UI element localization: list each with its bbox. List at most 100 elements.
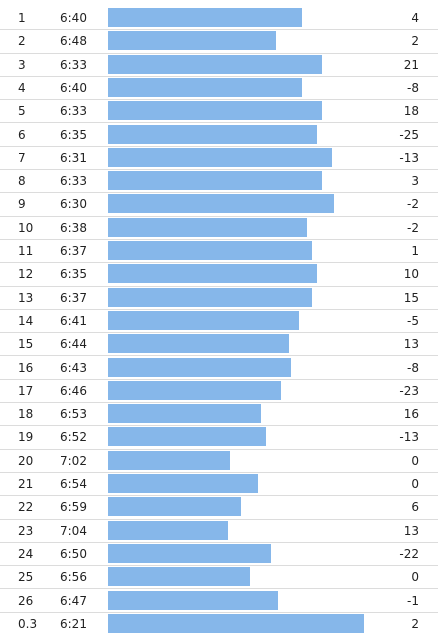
elevation-change: -13: [399, 430, 419, 445]
split-row: 11 6:37 1: [0, 240, 438, 264]
split-pace: 6:40: [60, 80, 87, 95]
split-row: 18 6:53 16: [0, 403, 438, 427]
split-number: 10: [18, 220, 34, 235]
split-number: 25: [18, 570, 34, 585]
split-number: 12: [18, 267, 34, 282]
split-pace: 6:54: [60, 477, 87, 491]
split-pace: 6:33: [60, 57, 87, 72]
split-number: 9: [18, 197, 26, 212]
elevation-change: 0: [411, 477, 419, 491]
split-pace: 6:33: [60, 174, 87, 189]
split-row: 25 6:56 0: [0, 566, 438, 590]
split-row: 15 6:44 13: [0, 333, 438, 357]
elevation-change: 2: [411, 34, 419, 49]
split-number: 4: [18, 80, 26, 95]
split-row: 7 6:31 -13: [0, 147, 438, 171]
split-row: 9 6:30 -2: [0, 193, 438, 217]
elevation-change: 6: [411, 500, 419, 515]
split-pace: 6:43: [60, 360, 87, 375]
split-row: 22 6:59 6: [0, 496, 438, 520]
pace-bar: [108, 474, 258, 493]
pace-bar: [108, 520, 228, 540]
split-row: 12 6:35 10: [0, 263, 438, 287]
elevation-change: 16: [403, 407, 419, 422]
split-row: 17 6:46 -23: [0, 380, 438, 404]
pace-bar: [108, 124, 317, 144]
split-pace: 6:35: [60, 267, 87, 282]
elevation-change: 2: [411, 616, 419, 631]
pace-bar: [108, 8, 302, 27]
split-pace: 6:47: [60, 593, 87, 608]
split-row: 10 6:38 -2: [0, 217, 438, 240]
split-number: 2: [18, 34, 26, 49]
elevation-change: -2: [407, 220, 419, 235]
split-row: 13 6:37 15: [0, 287, 438, 310]
split-number: 0.3: [18, 616, 38, 631]
pace-bar: [108, 334, 289, 354]
split-number: 18: [18, 407, 34, 422]
split-row: 20 7:02 0: [0, 450, 438, 473]
pace-bar: [108, 241, 312, 260]
pace-bar: [108, 543, 271, 563]
split-number: 5: [18, 104, 26, 119]
split-row: 16 6:43 -8: [0, 357, 438, 380]
split-number: 11: [18, 244, 34, 258]
split-pace: 6:38: [60, 220, 87, 235]
pace-bar: [108, 217, 307, 237]
pace-bar: [108, 54, 322, 74]
pace-bar: [108, 380, 281, 400]
split-pace: 6:40: [60, 11, 87, 25]
pace-bar: [108, 310, 299, 330]
split-row: 4 6:40 -8: [0, 77, 438, 101]
split-number: 7: [18, 150, 26, 165]
split-number: 1: [18, 11, 26, 25]
split-number: 22: [18, 500, 34, 515]
elevation-change: 0: [411, 570, 419, 585]
pace-bar: [108, 357, 291, 377]
split-pace: 6:53: [60, 407, 87, 422]
split-pace: 6:35: [60, 127, 87, 142]
split-number: 23: [18, 523, 34, 538]
split-pace: 6:46: [60, 383, 87, 398]
split-row: 2 6:48 2: [0, 30, 438, 54]
elevation-change: -5: [407, 313, 419, 328]
elevation-change: 13: [403, 523, 419, 538]
split-row: 23 7:04 13: [0, 520, 438, 543]
split-row: 21 6:54 0: [0, 473, 438, 497]
split-pace: 6:52: [60, 430, 87, 445]
split-number: 20: [18, 453, 34, 468]
split-row: 26 6:47 -1: [0, 590, 438, 613]
pace-bar: [108, 194, 334, 214]
split-pace: 6:44: [60, 337, 87, 352]
elevation-change: 3: [411, 174, 419, 189]
elevation-change: 18: [403, 104, 419, 119]
split-row: 24 6:50 -22: [0, 543, 438, 567]
split-pace: 6:50: [60, 546, 87, 561]
split-pace: 6:33: [60, 104, 87, 119]
pace-bar: [108, 31, 276, 51]
split-number: 13: [18, 290, 34, 305]
elevation-change: 0: [411, 453, 419, 468]
pace-bar: [108, 567, 250, 587]
split-number: 8: [18, 174, 26, 189]
split-row: 5 6:33 18: [0, 100, 438, 124]
split-pace: 6:56: [60, 570, 87, 585]
split-pace: 6:41: [60, 313, 87, 328]
split-row: 8 6:33 3: [0, 170, 438, 194]
elevation-change: 4: [411, 11, 419, 25]
pace-bar: [108, 404, 261, 424]
split-number: 14: [18, 313, 34, 328]
elevation-change: 1: [411, 244, 419, 258]
pace-bar: [108, 613, 364, 633]
elevation-change: 15: [403, 290, 419, 305]
elevation-change: -22: [399, 546, 419, 561]
split-row: 14 6:41 -5: [0, 310, 438, 334]
split-number: 15: [18, 337, 34, 352]
split-pace: 6:59: [60, 500, 87, 515]
split-pace: 6:21: [60, 616, 87, 631]
split-pace: 7:04: [60, 523, 87, 538]
pace-bar: [108, 427, 266, 447]
elevation-change: 10: [403, 267, 419, 282]
elevation-change: -23: [399, 383, 419, 398]
